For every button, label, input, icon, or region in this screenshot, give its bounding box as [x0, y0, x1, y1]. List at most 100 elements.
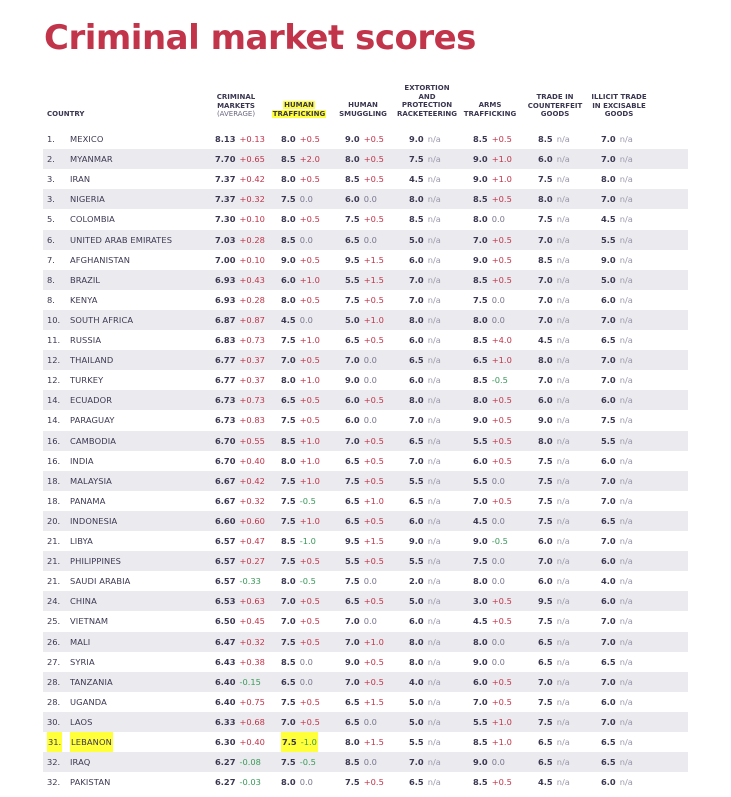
- row-rank: 27.: [47, 656, 61, 667]
- row-country: UNITED ARAB EMIRATES: [70, 234, 173, 245]
- score-cell: 6.5 +0.5: [345, 451, 384, 471]
- score-value: 8.5: [473, 777, 488, 788]
- score-cell: 8.5 0.0: [345, 752, 377, 772]
- score-cell: 7.0 n/a: [601, 350, 633, 370]
- score-change: n/a: [556, 375, 570, 386]
- score-cell: 4.5 0.0: [473, 511, 505, 531]
- score-cell: 7.0 n/a: [601, 149, 633, 169]
- score-change: n/a: [427, 234, 441, 245]
- score-change: +1.5: [363, 274, 384, 285]
- score-change: +0.5: [363, 676, 384, 687]
- score-value: 9.0: [473, 254, 488, 265]
- score-change: 0.0: [363, 716, 377, 727]
- score-value: 7.0: [409, 455, 424, 466]
- score-value: 8.0: [473, 636, 488, 647]
- score-change: +0.5: [299, 716, 320, 727]
- score-cell: 9.0 +1.0: [473, 169, 512, 189]
- score-cell: 7.0 n/a: [601, 189, 633, 209]
- score-value: 7.5: [281, 757, 296, 768]
- score-value: 6.0: [409, 335, 424, 345]
- score-change: +0.5: [491, 495, 512, 506]
- row-rank: 20.: [47, 515, 61, 526]
- score-cell: 9.0 0.0: [473, 752, 505, 772]
- score-cell: 8.5 n/a: [538, 250, 570, 270]
- score-cell: 6.5 n/a: [538, 632, 570, 652]
- score-cell: 6.83 +0.73: [215, 330, 265, 350]
- score-change: +0.5: [491, 254, 512, 265]
- score-value: 7.0: [538, 274, 553, 285]
- score-change: n/a: [619, 274, 633, 285]
- score-change: n/a: [556, 154, 570, 165]
- row-rank: 32.: [47, 777, 61, 788]
- row-country: TURKEY: [70, 375, 104, 386]
- score-value: 7.5: [345, 576, 360, 587]
- score-change: 0.0: [491, 556, 505, 567]
- table-row: 18. PANAMA 6.67 +0.32 7.5 -0.5 6.5 +1.0 6.5 n/a 7.…: [43, 491, 688, 511]
- score-cell: 5.5 +0.5: [345, 551, 384, 571]
- score-value: 9.5: [345, 254, 360, 265]
- score-change: +0.5: [491, 435, 512, 446]
- score-value: 7.0: [345, 355, 360, 366]
- score-cell: 7.5 0.0: [345, 571, 377, 591]
- score-change: n/a: [556, 214, 570, 225]
- table-row: 28. UGANDA 6.40 +0.75 7.5 +0.5 6.5 +1.5 5.0 n/a 7.…: [43, 692, 688, 712]
- score-cell: 5.0 n/a: [409, 712, 441, 732]
- score-cell: 7.5 -0.5: [281, 491, 316, 511]
- score-value: 7.5: [281, 636, 296, 647]
- score-value: 6.0: [345, 415, 360, 426]
- row-rank: 24.: [47, 596, 61, 607]
- score-change: 0.0: [363, 355, 377, 366]
- score-value: 7.5: [281, 696, 296, 707]
- score-cell: 6.0 n/a: [601, 591, 633, 611]
- score-value: 6.0: [409, 254, 424, 265]
- score-cell: 7.0 n/a: [601, 632, 633, 652]
- score-cell: 7.0 n/a: [601, 471, 633, 491]
- table-row: 26. MALI 6.47 +0.32 7.5 +0.5 7.0 +1.0 8.0 n/a 8.0 0…: [43, 631, 688, 652]
- score-value: 5.0: [345, 314, 360, 325]
- score-value: 6.0: [601, 777, 616, 788]
- score-value: 5.5: [473, 475, 488, 486]
- score-cell: 7.0 n/a: [409, 270, 441, 290]
- score-change: +0.45: [239, 616, 265, 627]
- score-cell: 9.0 -0.5: [473, 531, 508, 551]
- score-cell: 7.0 n/a: [601, 129, 633, 149]
- score-value: 6.47: [215, 636, 236, 647]
- row-rank: 28.: [47, 696, 61, 707]
- score-value: 8.13: [215, 134, 236, 144]
- score-value: 5.5: [409, 475, 424, 486]
- score-change: +0.68: [239, 716, 265, 727]
- score-value: 7.0: [409, 294, 424, 305]
- score-cell: 7.5 -0.5: [281, 752, 316, 772]
- score-cell: 5.5 n/a: [601, 230, 633, 250]
- score-value: 6.53: [215, 596, 236, 607]
- score-value: 6.5: [538, 757, 553, 768]
- score-value: 7.0: [281, 616, 296, 627]
- score-value: 8.0: [281, 455, 296, 466]
- score-change: n/a: [556, 737, 570, 747]
- score-value: 9.0: [538, 415, 553, 426]
- score-value: 6.93: [215, 294, 236, 305]
- score-change: n/a: [619, 656, 633, 667]
- score-change: n/a: [427, 455, 441, 466]
- score-cell: 8.13 +0.13: [215, 129, 265, 149]
- score-cell: 7.5 +1.0: [281, 471, 320, 491]
- table-row: 20. INDONESIA 6.60 +0.60 7.5 +1.0 6.5 +0.5 6.0 n/…: [43, 510, 688, 531]
- score-value: 4.5: [601, 214, 616, 225]
- score-value: 7.0: [281, 596, 296, 607]
- score-change: 0.0: [299, 234, 313, 245]
- row-country: UGANDA: [70, 696, 107, 707]
- score-change: -0.5: [491, 536, 508, 546]
- header-human-smuggling: HUMAN SMUGGLING: [339, 101, 387, 118]
- score-change: n/a: [619, 636, 633, 647]
- score-change: +0.37: [239, 355, 265, 366]
- score-change: n/a: [619, 576, 633, 587]
- score-change: +0.5: [299, 556, 320, 567]
- score-cell: 6.5 0.0: [281, 672, 313, 692]
- row-rank: 8.: [47, 274, 55, 285]
- score-cell: 7.0 n/a: [601, 531, 633, 551]
- score-change: +0.5: [491, 696, 512, 707]
- score-change: n/a: [619, 676, 633, 687]
- score-change: +0.40: [239, 455, 265, 466]
- score-value: 5.0: [409, 596, 424, 607]
- score-cell: 7.0 0.0: [345, 350, 377, 370]
